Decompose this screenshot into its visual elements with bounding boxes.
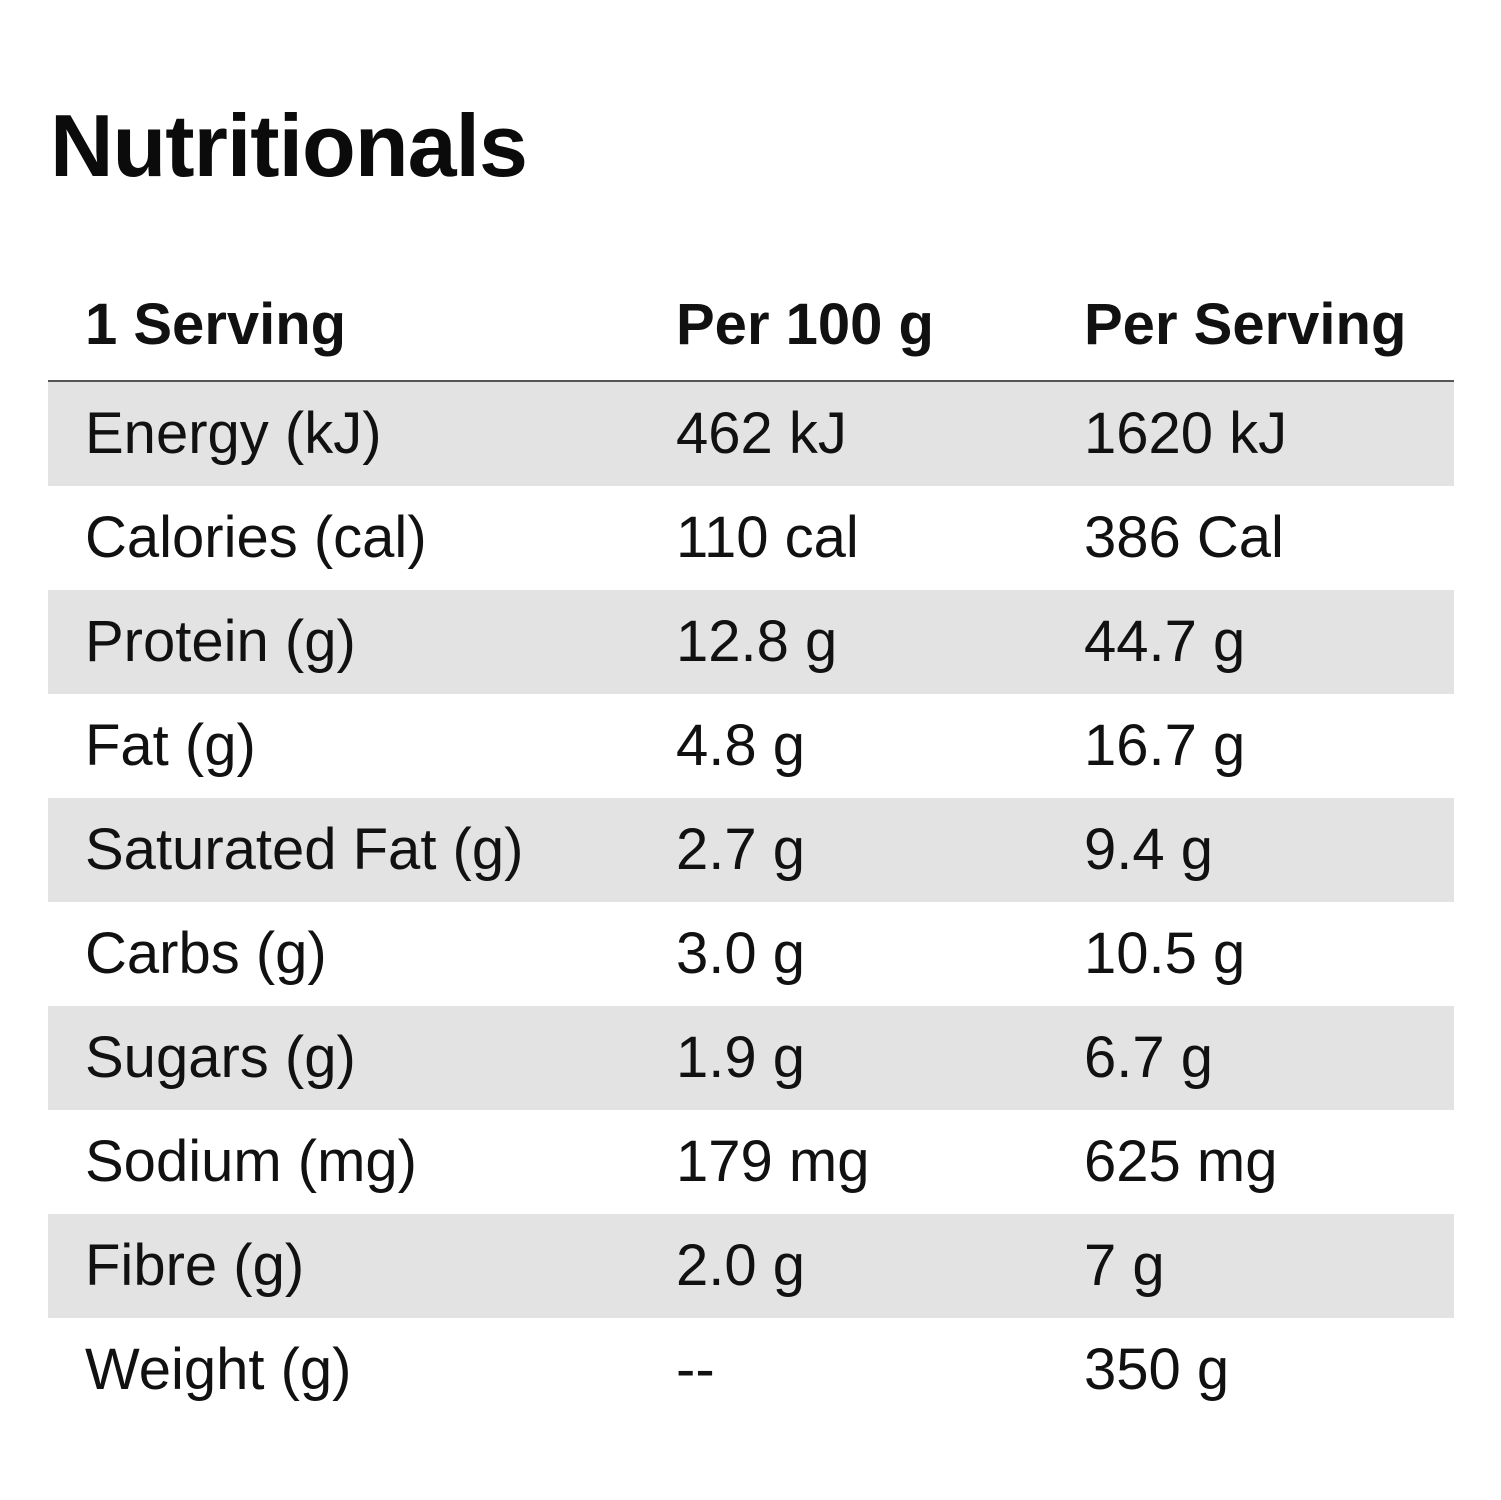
table-row: Weight (g) -- 350 g: [48, 1318, 1454, 1422]
table-row: Carbs (g) 3.0 g 10.5 g: [48, 902, 1454, 1006]
table-header-row: 1 Serving Per 100 g Per Serving: [48, 270, 1454, 382]
per-100g-value: 1.9 g: [676, 1025, 805, 1090]
per-100g-value: 12.8 g: [676, 609, 838, 674]
per-serving-value: 9.4 g: [1084, 817, 1213, 882]
table-row: Sugars (g) 1.9 g 6.7 g: [48, 1006, 1454, 1110]
page-title: Nutritionals: [50, 96, 528, 195]
per-100g-value: 2.0 g: [676, 1233, 805, 1298]
nutrient-label: Protein (g): [85, 609, 356, 674]
nutrient-label: Energy (kJ): [85, 401, 382, 466]
nutrient-label: Fibre (g): [85, 1233, 305, 1298]
nutrition-table: 1 Serving Per 100 g Per Serving Energy (…: [48, 270, 1454, 1422]
per-100g-value: 462 kJ: [676, 401, 847, 466]
table-row: Calories (cal) 110 cal 386 Cal: [48, 486, 1454, 590]
per-100g-value: 4.8 g: [676, 713, 805, 778]
nutrient-label: Sugars (g): [85, 1025, 356, 1090]
nutrient-label: Weight (g): [85, 1337, 352, 1402]
table-row: Fat (g) 4.8 g 16.7 g: [48, 694, 1454, 798]
nutrient-label: Carbs (g): [85, 921, 327, 986]
table-row: Energy (kJ) 462 kJ 1620 kJ: [48, 382, 1454, 486]
per-serving-value: 1620 kJ: [1084, 401, 1288, 466]
per-100g-value: 2.7 g: [676, 817, 805, 882]
nutrient-label: Sodium (mg): [85, 1129, 417, 1194]
per-100g-value: 110 cal: [676, 505, 859, 570]
header-serving: 1 Serving: [85, 292, 347, 357]
per-serving-value: 625 mg: [1084, 1129, 1278, 1194]
per-serving-value: 10.5 g: [1084, 921, 1246, 986]
header-per-100g: Per 100 g: [676, 292, 934, 357]
table-row: Fibre (g) 2.0 g 7 g: [48, 1214, 1454, 1318]
header-per-serving: Per Serving: [1084, 292, 1407, 357]
per-serving-value: 44.7 g: [1084, 609, 1246, 674]
nutrient-label: Calories (cal): [85, 505, 427, 570]
per-serving-value: 6.7 g: [1084, 1025, 1213, 1090]
table-row: Saturated Fat (g) 2.7 g 9.4 g: [48, 798, 1454, 902]
table-row: Sodium (mg) 179 mg 625 mg: [48, 1110, 1454, 1214]
per-serving-value: 386 Cal: [1084, 505, 1284, 570]
per-100g-value: 3.0 g: [676, 921, 805, 986]
table-row: Protein (g) 12.8 g 44.7 g: [48, 590, 1454, 694]
per-serving-value: 16.7 g: [1084, 713, 1246, 778]
per-serving-value: 7 g: [1084, 1233, 1165, 1298]
per-100g-value: 179 mg: [676, 1129, 870, 1194]
per-100g-value: --: [676, 1337, 715, 1402]
per-serving-value: 350 g: [1084, 1337, 1230, 1402]
nutrient-label: Fat (g): [85, 713, 256, 778]
nutrient-label: Saturated Fat (g): [85, 817, 524, 882]
